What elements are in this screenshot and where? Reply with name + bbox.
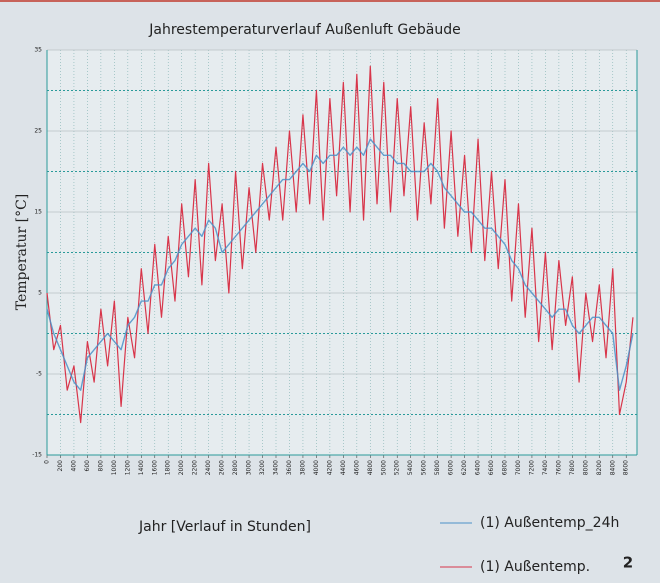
y-tick-label: 5 [38,290,42,297]
y-tick-label: -15 [32,452,42,459]
x-tick-label: 3400 [272,460,279,475]
x-tick-label: 3200 [259,460,266,475]
x-tick-label: 6600 [488,460,495,475]
x-tick-label: 3000 [246,460,253,475]
x-tick-label: 7600 [555,460,562,475]
y-tick-label: 35 [34,47,42,54]
x-tick-label: 4400 [340,460,347,475]
x-tick-label: 4200 [326,460,333,475]
x-tick-label: 2800 [232,460,239,475]
x-tick-label: 7200 [528,460,535,475]
x-tick-label: 0 [44,460,51,464]
x-tick-label: 6400 [475,460,482,475]
y-tick-label: 15 [34,209,42,216]
x-tick-label: 8200 [596,460,603,475]
legend-label: (1) Außentemp_24h [480,515,619,531]
x-tick-label: 4600 [353,460,360,475]
x-tick-label: 800 [97,460,104,472]
x-tick-label: 400 [70,460,77,472]
x-tick-label: 6800 [501,460,508,475]
x-tick-label: 6200 [461,460,468,475]
y-tick-label: -5 [36,371,42,378]
x-axis-label: Jahr [Verlauf in Stunden] [138,519,311,535]
x-tick-label: 5600 [421,460,428,475]
x-tick-label: 1000 [111,460,118,475]
x-tick-label: 1600 [151,460,158,475]
x-tick-label: 3800 [299,460,306,475]
y-axis-label: Temperatur [°C] [14,194,30,311]
x-tick-label: 7800 [569,460,576,475]
x-tick-label: 2400 [205,460,212,475]
x-tick-label: 7400 [542,460,549,475]
legend-label: (1) Außentemp. [480,559,590,575]
x-tick-label: 5800 [434,460,441,475]
x-tick-label: 2200 [192,460,199,475]
x-tick-label: 6000 [448,460,455,475]
x-tick-label: 600 [84,460,91,472]
x-tick-label: 1200 [124,460,131,475]
chart-title: Jahrestemperaturverlauf Außenluft Gebäud… [148,22,460,38]
x-tick-label: 8600 [623,460,630,475]
x-tick-label: 5000 [380,460,387,475]
x-tick-label: 4000 [313,460,320,475]
x-tick-label: 200 [57,460,64,472]
series-line [46,138,634,391]
plot-area [47,50,637,455]
y-tick-label: 25 [34,128,42,135]
x-tick-label: 3600 [286,460,293,475]
x-tick-label: 2000 [178,460,185,475]
x-tick-label: 5400 [407,460,414,475]
badge: 2 [623,554,633,572]
x-tick-label: 8000 [582,460,589,475]
x-tick-label: 4800 [367,460,374,475]
x-tick-label: 2600 [219,460,226,475]
x-tick-label: 1800 [165,460,172,475]
x-tick-label: 5200 [394,460,401,475]
x-tick-label: 7000 [515,460,522,475]
x-tick-label: 1400 [138,460,145,475]
x-tick-label: 8400 [609,460,616,475]
